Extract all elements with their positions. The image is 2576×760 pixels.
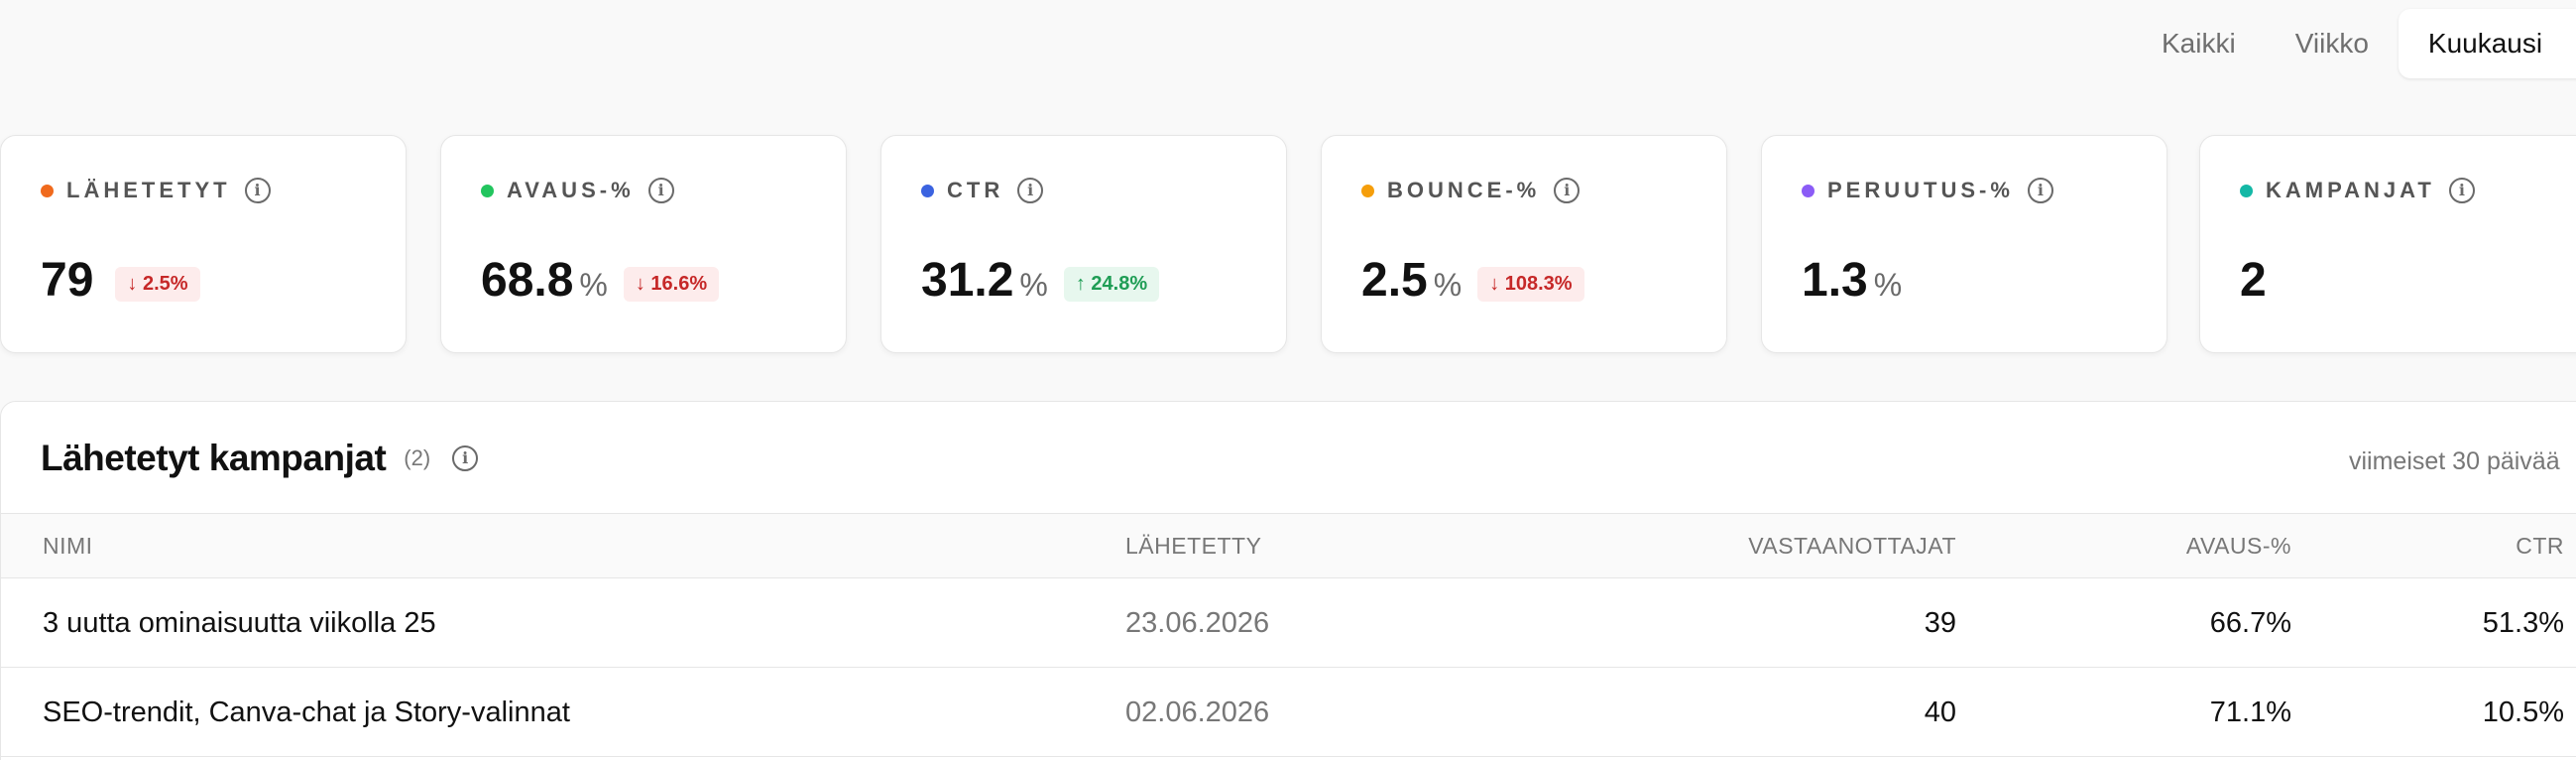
date-range-label: viimeiset 30 päivää bbox=[2349, 447, 2560, 475]
stat-value: 31.2 bbox=[921, 254, 1014, 307]
stat-body: 79 ↓ 2.5% bbox=[41, 253, 200, 308]
stat-label: LÄHETETYT bbox=[66, 178, 231, 202]
info-icon[interactable]: i bbox=[1554, 178, 1581, 203]
info-icon[interactable]: i bbox=[452, 445, 479, 471]
campaign-name[interactable]: 3 uutta ominaisuutta viikolla 25 bbox=[43, 607, 436, 639]
status-dot bbox=[41, 184, 54, 197]
column-header-recipients[interactable]: VASTAANOTTAJAT bbox=[1748, 533, 1956, 559]
info-icon[interactable]: i bbox=[1017, 178, 1044, 203]
panel-header: Lähetetyt kampanjat (2) i bbox=[41, 438, 479, 479]
ctr-value: 51.3% bbox=[2482, 607, 2564, 639]
info-icon[interactable]: i bbox=[2027, 178, 2053, 203]
stat-value: 2 bbox=[2240, 254, 2267, 307]
stat-body: 68.8 % ↓ 16.6% bbox=[481, 253, 720, 308]
stat-card-header: BOUNCE-% i bbox=[1361, 178, 1581, 203]
status-dot bbox=[1802, 184, 1815, 197]
stat-card-sent: LÄHETETYT i 79 ↓ 2.5% bbox=[0, 135, 407, 353]
stat-card-header: LÄHETETYT i bbox=[41, 178, 271, 203]
recipients-count: 40 bbox=[1924, 697, 1956, 728]
table-row[interactable]: 3 uutta ominaisuutta viikolla 25 23.06.2… bbox=[1, 578, 2576, 668]
open-rate: 71.1% bbox=[2209, 697, 2291, 728]
tab-kuukausi[interactable]: Kuukausi bbox=[2398, 9, 2576, 78]
stat-label: CTR bbox=[947, 178, 1004, 202]
stat-value: 2.5 bbox=[1361, 254, 1428, 307]
campaign-count: (2) bbox=[404, 445, 431, 470]
stat-card-ctr: CTR i 31.2 % ↑ 24.8% bbox=[880, 135, 1287, 353]
stat-body: 31.2 % ↑ 24.8% bbox=[921, 253, 1160, 308]
campaign-name[interactable]: SEO-trendit, Canva-chat ja Story-valinna… bbox=[43, 697, 570, 728]
column-header-ctr[interactable]: CTR bbox=[2516, 533, 2564, 559]
stat-card-header: KAMPANJAT i bbox=[2240, 178, 2475, 203]
stat-unit: % bbox=[1873, 267, 1903, 303]
stat-body: 1.3 % bbox=[1802, 253, 1902, 308]
status-dot bbox=[1361, 184, 1374, 197]
stat-card-header: PERUUTUS-% i bbox=[1802, 178, 2053, 203]
trend-badge: ↑ 24.8% bbox=[1063, 267, 1160, 302]
trend-badge: ↓ 108.3% bbox=[1477, 267, 1584, 302]
trend-badge: ↓ 16.6% bbox=[623, 267, 720, 302]
sent-date: 02.06.2026 bbox=[1125, 697, 1270, 728]
sent-date: 23.06.2026 bbox=[1125, 607, 1270, 639]
stat-value: 68.8 bbox=[481, 254, 574, 307]
table-header: NIMI LÄHETETTY VASTAANOTTAJAT AVAUS-% CT… bbox=[1, 513, 2576, 578]
status-dot bbox=[481, 184, 494, 197]
column-header-sent[interactable]: LÄHETETTY bbox=[1125, 533, 1262, 559]
stat-label: PERUUTUS-% bbox=[1827, 178, 2014, 202]
column-header-name[interactable]: NIMI bbox=[43, 533, 93, 559]
stat-label: BOUNCE-% bbox=[1387, 178, 1541, 202]
stat-value: 79 bbox=[41, 254, 94, 307]
info-icon[interactable]: i bbox=[647, 178, 674, 203]
trend-badge: ↓ 2.5% bbox=[115, 267, 200, 302]
stat-label: AVAUS-% bbox=[507, 178, 635, 202]
table-row[interactable]: SEO-trendit, Canva-chat ja Story-valinna… bbox=[1, 668, 2576, 757]
stat-body: 2 bbox=[2240, 253, 2267, 308]
stat-body: 2.5 % ↓ 108.3% bbox=[1361, 253, 1584, 308]
stat-label: KAMPANJAT bbox=[2266, 178, 2435, 202]
open-rate: 66.7% bbox=[2209, 607, 2291, 639]
info-icon[interactable]: i bbox=[244, 178, 271, 203]
status-dot bbox=[2240, 184, 2253, 197]
recipients-count: 39 bbox=[1924, 607, 1956, 639]
tab-viikko[interactable]: Viikko bbox=[2294, 28, 2369, 59]
column-header-open-rate[interactable]: AVAUS-% bbox=[2185, 533, 2291, 559]
stat-card-open-rate: AVAUS-% i 68.8 % ↓ 16.6% bbox=[440, 135, 847, 353]
info-icon[interactable]: i bbox=[2448, 178, 2475, 203]
stat-value: 1.3 bbox=[1802, 254, 1868, 307]
stat-card-header: AVAUS-% i bbox=[481, 178, 674, 203]
stat-card-header: CTR i bbox=[921, 178, 1044, 203]
stat-unit: % bbox=[579, 267, 608, 303]
stat-card-bounce: BOUNCE-% i 2.5 % ↓ 108.3% bbox=[1321, 135, 1727, 353]
status-dot bbox=[921, 184, 934, 197]
stat-unit: % bbox=[1019, 267, 1048, 303]
stat-unit: % bbox=[1433, 267, 1463, 303]
campaigns-panel: Lähetetyt kampanjat (2) i viimeiset 30 p… bbox=[0, 401, 2576, 760]
stat-card-campaigns: KAMPANJAT i 2 bbox=[2199, 135, 2576, 353]
ctr-value: 10.5% bbox=[2482, 697, 2564, 728]
panel-title: Lähetetyt kampanjat bbox=[41, 438, 387, 478]
stat-card-unsubscribe: PERUUTUS-% i 1.3 % bbox=[1761, 135, 2167, 353]
period-tabs: Kaikki Viikko Kuukausi bbox=[2132, 6, 2576, 81]
tab-kaikki[interactable]: Kaikki bbox=[2162, 28, 2236, 59]
